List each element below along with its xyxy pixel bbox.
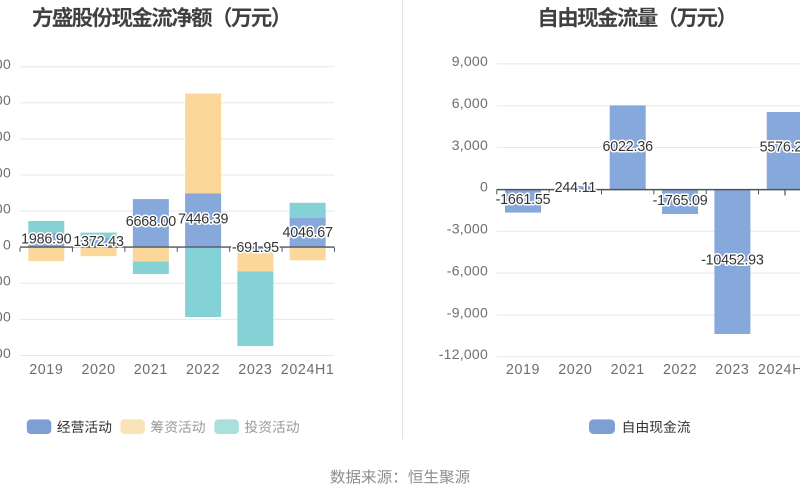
svg-text:6,000: 6,000 — [452, 95, 488, 111]
svg-text:2021: 2021 — [134, 362, 168, 378]
svg-text:3,000: 3,000 — [452, 137, 488, 153]
svg-text:2023: 2023 — [715, 362, 749, 378]
svg-text:2024H1: 2024H1 — [281, 362, 335, 378]
svg-text:-10452.93: -10452.93 — [701, 253, 764, 269]
svg-text:-12,000: -12,000 — [439, 346, 488, 362]
svg-text:-1661.55: -1661.55 — [496, 192, 551, 208]
svg-text:-3,000: -3,000 — [447, 221, 488, 237]
svg-text:6668.00: 6668.00 — [126, 214, 177, 230]
svg-text:-15,000: -15,000 — [0, 345, 11, 361]
svg-text:-6,000: -6,000 — [447, 262, 488, 278]
svg-text:7446.39: 7446.39 — [178, 212, 229, 228]
svg-text:2022: 2022 — [186, 362, 220, 378]
svg-text:4046.67: 4046.67 — [283, 225, 334, 241]
svg-text:6022.36: 6022.36 — [603, 139, 654, 155]
svg-text:1986.90: 1986.90 — [21, 232, 72, 248]
svg-text:2021: 2021 — [611, 362, 645, 378]
svg-text:2019: 2019 — [506, 362, 540, 378]
svg-text:-691.95: -691.95 — [232, 240, 279, 256]
svg-text:2019: 2019 — [29, 362, 63, 378]
svg-text:25,000: 25,000 — [0, 56, 11, 72]
svg-text:15,000: 15,000 — [0, 128, 11, 144]
svg-text:2023: 2023 — [238, 362, 272, 378]
svg-text:2022: 2022 — [663, 362, 697, 378]
svg-text:-10,000: -10,000 — [0, 309, 11, 325]
svg-text:-1765.09: -1765.09 — [653, 193, 708, 209]
svg-text:0: 0 — [3, 237, 11, 253]
svg-text:9,000: 9,000 — [452, 53, 488, 69]
svg-text:1372.43: 1372.43 — [73, 234, 124, 250]
svg-text:20,000: 20,000 — [0, 92, 11, 108]
svg-text:-5,000: -5,000 — [0, 273, 11, 289]
svg-text:2020: 2020 — [558, 362, 592, 378]
svg-text:244.11: 244.11 — [555, 180, 597, 196]
svg-text:10,000: 10,000 — [0, 164, 11, 180]
svg-text:5576.24: 5576.24 — [760, 140, 800, 156]
svg-text:0: 0 — [480, 179, 488, 195]
svg-text:2020: 2020 — [81, 362, 115, 378]
svg-text:5,000: 5,000 — [0, 200, 11, 216]
svg-text:2024H1: 2024H1 — [758, 362, 800, 378]
svg-text:-9,000: -9,000 — [447, 304, 488, 320]
